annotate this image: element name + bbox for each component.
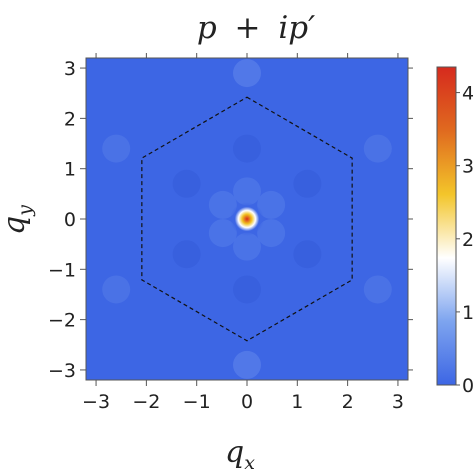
x-tick-label: 1 xyxy=(291,391,303,413)
y-tick-label: −1 xyxy=(48,259,76,281)
texture-blob xyxy=(293,169,322,198)
x-tick-label: 2 xyxy=(342,391,354,413)
colorbar-ticks: 0 1 2 3 4 xyxy=(456,83,474,397)
texture-blob xyxy=(233,177,261,206)
y-tick-label: 1 xyxy=(64,159,76,181)
heatmap-peak xyxy=(230,202,264,236)
texture-blob xyxy=(233,59,261,88)
brillouin-zone-hexagon xyxy=(141,96,353,342)
texture-blob xyxy=(363,134,392,163)
texture-blob xyxy=(208,219,237,248)
texture-blob xyxy=(172,240,201,269)
texture-blob xyxy=(233,275,261,304)
colorbar-tick-label: 2 xyxy=(462,229,474,251)
x-axis-ticks: −3 −2 −1 0 1 2 3 xyxy=(82,53,404,413)
title-ip: ip xyxy=(278,10,308,46)
y-tick-label: −2 xyxy=(48,310,76,332)
texture-blob xyxy=(208,190,237,219)
texture-blob xyxy=(293,240,322,269)
x-tick-label: −3 xyxy=(82,391,110,413)
x-tick-label: 0 xyxy=(241,391,253,413)
y-tick-label: 0 xyxy=(64,209,76,231)
title-prime: ′ xyxy=(308,10,315,46)
title-plus: + xyxy=(235,10,261,46)
heatmap-texture xyxy=(102,59,392,379)
y-tick-label: −3 xyxy=(48,360,76,382)
texture-blob xyxy=(257,219,286,248)
texture-blob xyxy=(257,190,286,219)
colorbar-tick-label: 0 xyxy=(462,375,474,397)
colorbar: 0 1 2 3 4 xyxy=(436,66,474,397)
texture-blob xyxy=(363,275,392,304)
texture-blob xyxy=(172,169,201,198)
x-tick-label: −2 xyxy=(132,391,160,413)
chart-title: p + ip′ xyxy=(197,10,315,46)
x-axis-label: qx xyxy=(225,435,255,474)
y-tick-label: 3 xyxy=(64,58,76,80)
x-tick-label: 3 xyxy=(392,391,404,413)
texture-blob xyxy=(233,134,261,163)
heatmap-plot-area xyxy=(85,57,409,381)
y-axis-ticks: −3 −2 −1 0 1 2 3 xyxy=(48,58,413,382)
colorbar-tick-label: 3 xyxy=(462,156,474,178)
texture-blob xyxy=(102,275,131,304)
colorbar-gradient xyxy=(436,66,457,386)
texture-blob xyxy=(102,134,131,163)
y-axis-label: qy xyxy=(0,205,36,235)
texture-blob xyxy=(233,350,261,379)
texture-blob xyxy=(233,232,261,261)
colorbar-tick-label: 1 xyxy=(462,302,474,324)
x-tick-label: −1 xyxy=(183,391,211,413)
y-tick-label: 2 xyxy=(64,108,76,130)
title-p: p xyxy=(197,10,217,46)
colorbar-tick-label: 4 xyxy=(462,83,474,105)
